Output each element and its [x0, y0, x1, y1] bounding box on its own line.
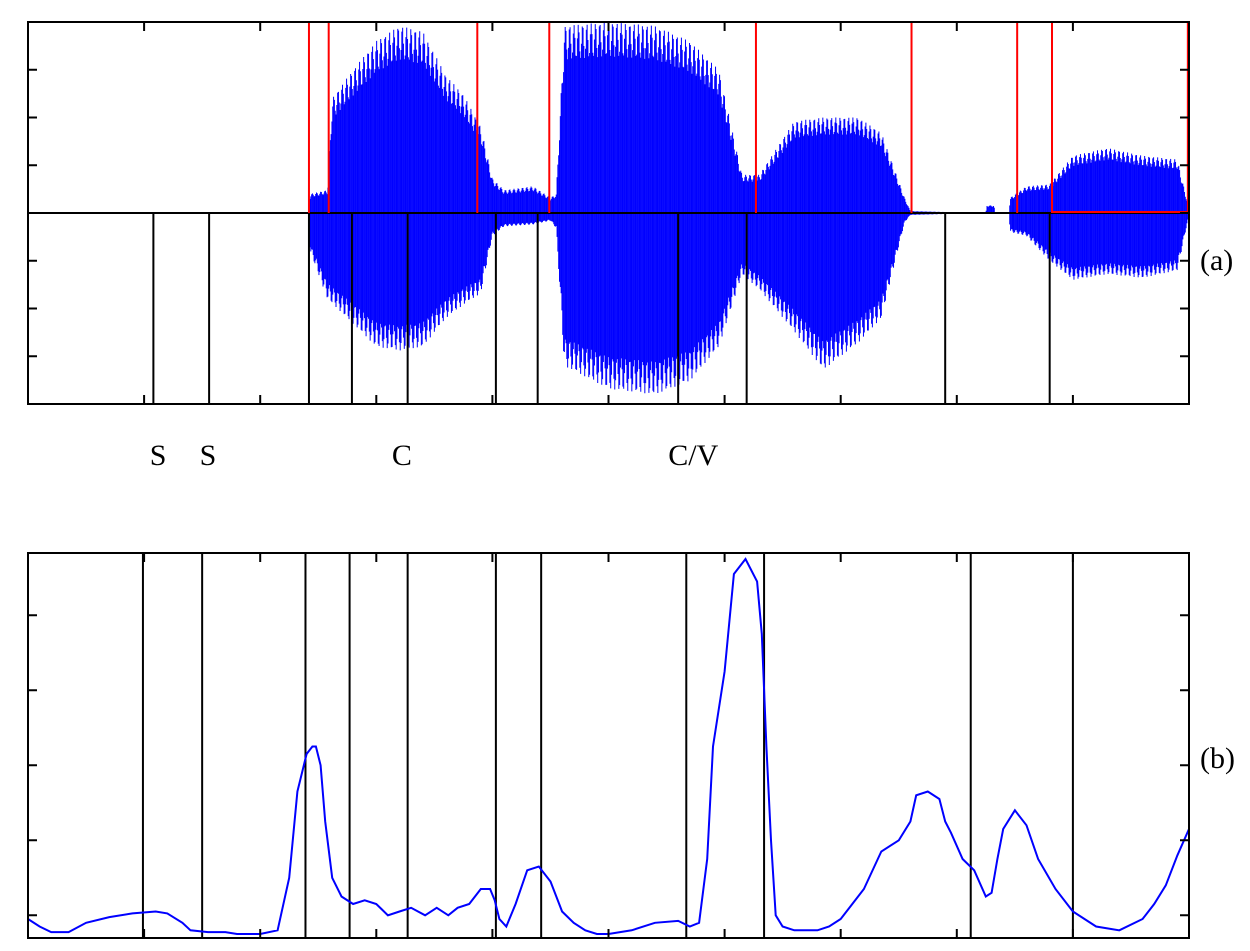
- panel-a-boundary-labels: S S C C/V: [150, 439, 719, 472]
- panel-a-content: [28, 22, 1190, 404]
- panel-b-content: [27, 553, 1190, 938]
- boundary-label: C: [392, 439, 412, 472]
- chart-panel-b: (b): [27, 552, 1235, 939]
- boundary-label: S: [200, 439, 217, 472]
- curve-line: [27, 557, 1190, 935]
- panel-a-axes: [27, 21, 1190, 405]
- boundary-label: C/V: [668, 439, 718, 472]
- waveform: [308, 22, 1190, 394]
- panel-b-axes: [27, 552, 1190, 939]
- panel-b-label: (b): [1200, 742, 1235, 775]
- boundary-label: S: [150, 439, 167, 472]
- panel-a-label: (a): [1200, 244, 1233, 277]
- chart-panel-a: (a) S S C C/V: [27, 21, 1233, 472]
